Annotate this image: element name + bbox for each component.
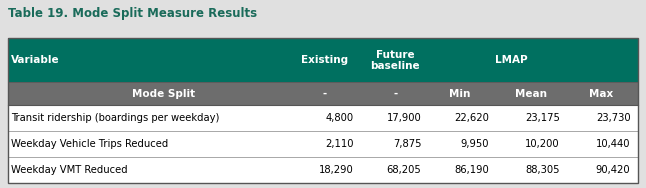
Text: Weekday Vehicle Trips Reduced: Weekday Vehicle Trips Reduced bbox=[11, 139, 169, 149]
Text: 2,110: 2,110 bbox=[326, 139, 354, 149]
Text: 68,205: 68,205 bbox=[387, 165, 421, 175]
Text: 4,800: 4,800 bbox=[326, 113, 354, 123]
Text: 17,900: 17,900 bbox=[387, 113, 421, 123]
Text: 86,190: 86,190 bbox=[454, 165, 489, 175]
Text: Min: Min bbox=[450, 89, 471, 99]
FancyBboxPatch shape bbox=[8, 105, 638, 131]
Text: 23,175: 23,175 bbox=[525, 113, 559, 123]
Text: 7,875: 7,875 bbox=[393, 139, 421, 149]
Text: Table 19. Mode Split Measure Results: Table 19. Mode Split Measure Results bbox=[8, 7, 257, 20]
Text: 9,950: 9,950 bbox=[461, 139, 489, 149]
Text: 22,620: 22,620 bbox=[454, 113, 489, 123]
Text: Weekday VMT Reduced: Weekday VMT Reduced bbox=[11, 165, 128, 175]
Text: -: - bbox=[393, 89, 397, 99]
FancyBboxPatch shape bbox=[8, 157, 638, 183]
Text: 90,420: 90,420 bbox=[596, 165, 630, 175]
Text: 18,290: 18,290 bbox=[319, 165, 354, 175]
Text: Mode Split: Mode Split bbox=[132, 89, 195, 99]
Text: LMAP: LMAP bbox=[495, 55, 527, 65]
Text: Variable: Variable bbox=[11, 55, 59, 65]
FancyBboxPatch shape bbox=[8, 131, 638, 157]
FancyBboxPatch shape bbox=[8, 83, 638, 105]
Text: Existing: Existing bbox=[302, 55, 348, 65]
Text: Max: Max bbox=[589, 89, 614, 99]
Text: 10,440: 10,440 bbox=[596, 139, 630, 149]
Text: Mean: Mean bbox=[515, 89, 547, 99]
FancyBboxPatch shape bbox=[8, 38, 638, 83]
Text: Future
baseline: Future baseline bbox=[371, 50, 420, 71]
Text: -: - bbox=[323, 89, 327, 99]
Text: Transit ridership (boardings per weekday): Transit ridership (boardings per weekday… bbox=[11, 113, 220, 123]
Text: 88,305: 88,305 bbox=[525, 165, 559, 175]
Text: 23,730: 23,730 bbox=[596, 113, 630, 123]
Text: 10,200: 10,200 bbox=[525, 139, 559, 149]
